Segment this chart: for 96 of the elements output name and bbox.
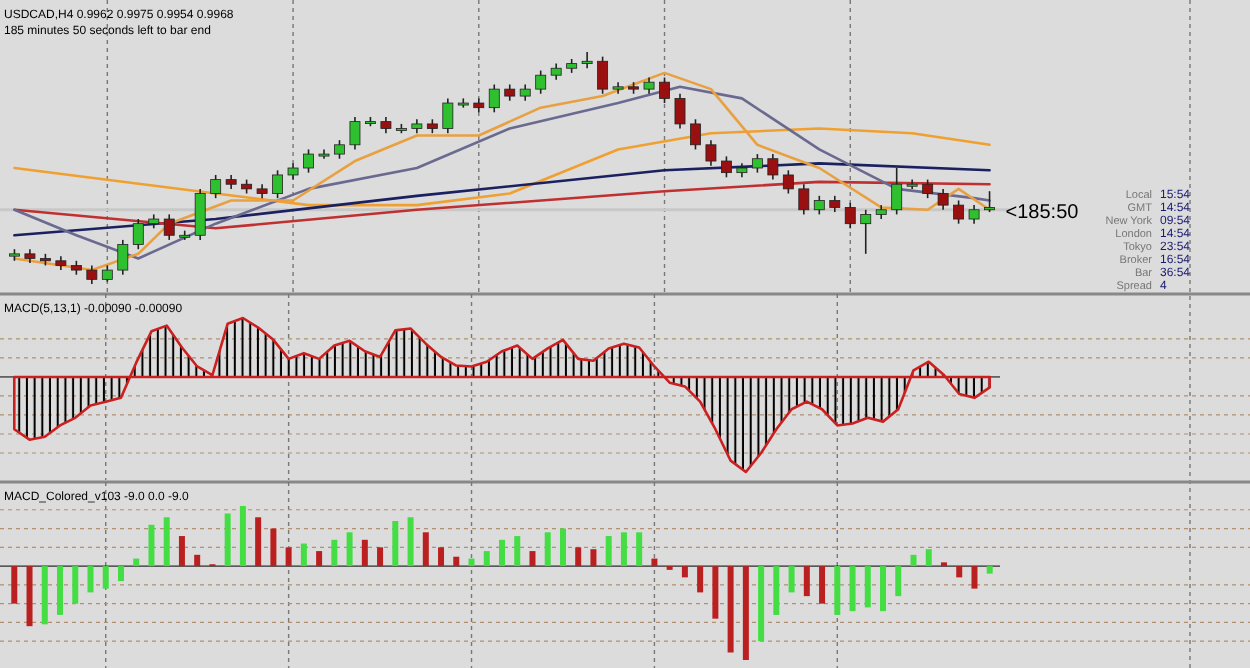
bar: [956, 566, 963, 578]
bar: [834, 566, 841, 615]
bar: [819, 566, 826, 604]
bar: [407, 517, 414, 567]
candlestick: [163, 213, 175, 241]
bar: [102, 566, 109, 589]
bar: [377, 547, 384, 567]
bar: [361, 539, 368, 567]
bar: [11, 566, 18, 604]
bar: [575, 547, 582, 567]
candlestick: [442, 97, 454, 134]
bar: [651, 558, 658, 567]
candlestick: [210, 174, 222, 199]
candlestick: [659, 76, 670, 104]
bar: [559, 528, 566, 567]
candlestick: [767, 153, 779, 181]
candlestick: [751, 153, 763, 174]
bar: [758, 566, 765, 642]
bar: [300, 543, 307, 567]
bar: [849, 566, 856, 612]
candlestick: [860, 208, 872, 255]
candlestick: [194, 188, 206, 241]
bar: [529, 551, 536, 567]
bar: [87, 566, 94, 593]
bar: [41, 566, 48, 625]
candlestick: [303, 148, 314, 174]
candlestick: [349, 116, 361, 151]
candlestick: [86, 264, 98, 285]
bar: [544, 532, 551, 567]
candlestick: [782, 169, 794, 195]
candlestick: [674, 92, 686, 130]
bar: [239, 506, 246, 567]
bar: [331, 539, 338, 567]
bar: [72, 566, 79, 604]
candlestick: [798, 183, 810, 216]
candlestick: [844, 202, 856, 230]
bar: [285, 547, 292, 567]
candlestick: [968, 204, 980, 225]
bar: [483, 551, 490, 567]
bar: [620, 532, 627, 567]
candlestick: [581, 51, 593, 70]
bar: [880, 566, 887, 612]
candlestick: [953, 199, 965, 225]
bar: [346, 532, 353, 567]
candlestick: [597, 55, 609, 95]
candlestick: [813, 195, 825, 216]
candlestick: [690, 118, 701, 151]
candlestick: [705, 139, 717, 167]
bar: [514, 536, 521, 567]
candlestick: [272, 169, 283, 199]
bar: [895, 566, 902, 597]
candlestick: [334, 139, 345, 160]
bar: [910, 554, 917, 567]
candlestick: [721, 155, 732, 179]
bar: [697, 566, 704, 593]
candlestick: [937, 188, 949, 211]
bar: [392, 521, 399, 567]
bar: [422, 532, 429, 567]
bar: [163, 517, 170, 567]
bar: [986, 566, 993, 574]
bar: [148, 524, 155, 567]
bar: [26, 566, 33, 627]
candlestick: [132, 218, 144, 250]
bar: [773, 566, 780, 615]
candlestick: [984, 190, 995, 213]
bar: [499, 539, 505, 567]
bar: [971, 566, 978, 589]
annotation: <185:50: [1005, 201, 1080, 224]
bar: [57, 566, 64, 615]
bar: [605, 536, 612, 567]
bar: [636, 532, 643, 567]
bar: [438, 547, 445, 567]
bar: [742, 566, 749, 660]
bar: [194, 554, 201, 567]
bar: [590, 549, 597, 567]
bar: [925, 549, 932, 567]
bar: [117, 566, 124, 582]
bar: [224, 513, 231, 567]
bar: [270, 528, 277, 567]
bar: [864, 566, 871, 608]
bar: [255, 517, 262, 567]
bar: [681, 566, 688, 578]
bar: [788, 566, 795, 593]
bar: [468, 558, 475, 567]
candlestick: [535, 69, 547, 95]
bar: [178, 536, 185, 567]
candlestick: [922, 178, 934, 199]
bar: [133, 558, 140, 567]
bar: [727, 566, 734, 653]
candlestick: [488, 83, 500, 114]
bar: [712, 566, 719, 619]
bar: [316, 551, 323, 567]
bar: [803, 566, 810, 597]
candlestick: [891, 167, 903, 216]
bar: [453, 556, 460, 567]
candlestick: [117, 239, 129, 276]
